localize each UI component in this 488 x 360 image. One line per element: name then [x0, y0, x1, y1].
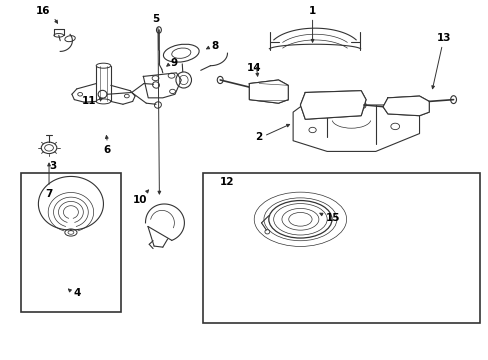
Text: 3: 3 — [49, 161, 56, 171]
Text: 15: 15 — [325, 212, 340, 222]
Polygon shape — [300, 91, 366, 119]
Text: 16: 16 — [35, 6, 50, 16]
Text: 5: 5 — [152, 14, 159, 23]
Text: 14: 14 — [246, 63, 261, 73]
Polygon shape — [249, 80, 287, 103]
Text: 11: 11 — [82, 96, 97, 106]
Text: 13: 13 — [436, 33, 450, 43]
Bar — [203, 173, 479, 323]
Text: 7: 7 — [45, 189, 53, 199]
Text: 1: 1 — [308, 6, 316, 16]
Polygon shape — [382, 96, 428, 116]
Text: 2: 2 — [254, 132, 262, 142]
Text: 6: 6 — [103, 145, 111, 155]
Text: 9: 9 — [170, 58, 177, 68]
Text: 8: 8 — [211, 41, 218, 51]
Text: 10: 10 — [132, 195, 147, 205]
Text: 4: 4 — [73, 288, 81, 298]
Text: 12: 12 — [220, 177, 234, 187]
Bar — [21, 173, 120, 312]
